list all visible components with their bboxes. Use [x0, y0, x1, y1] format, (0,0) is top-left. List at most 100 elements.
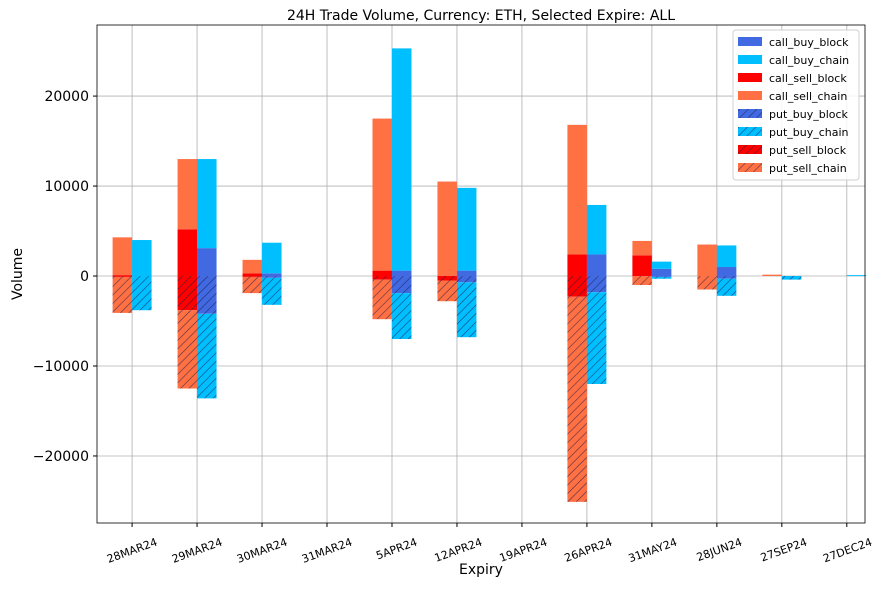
legend-swatch-call-sell-block — [738, 73, 762, 82]
legend-swatch-call-buy-block — [738, 37, 762, 46]
y-axis-label: Volume — [10, 248, 26, 300]
bar-put-buy-block — [651, 276, 672, 277]
bar-call-sell-chain — [632, 240, 652, 256]
bars — [112, 48, 867, 502]
bar-put-sell-block — [112, 276, 133, 277]
bar-put-buy-block — [716, 276, 737, 279]
bar-put-buy-chain — [456, 282, 477, 338]
bar-put-sell-block — [437, 276, 457, 281]
legend: call_buy_block call_buy_chain call_sell_bl… — [732, 29, 860, 181]
bar-call-sell-chain — [697, 244, 717, 277]
bar-put-sell-chain — [112, 276, 133, 313]
bar-call-sell-block — [632, 255, 652, 277]
x-tick-label: 30MAR24 — [235, 536, 289, 566]
bar-call-sell-chain — [242, 259, 263, 274]
x-tick-label: 26APR24 — [563, 536, 614, 565]
bar-put-sell-block — [372, 276, 392, 280]
legend-label: call_buy_chain — [769, 54, 849, 67]
bar-call-sell-chain — [177, 159, 198, 230]
bar-put-sell-chain — [372, 279, 392, 320]
bar-put-buy-block — [391, 276, 412, 294]
y-tick-label: 20000 — [44, 89, 89, 105]
bar-call-buy-chain — [132, 240, 152, 277]
bar-call-buy-chain — [456, 187, 477, 271]
bar-call-buy-block — [262, 273, 282, 277]
y-axis-ticks: −20000 −10000 0 10000 20000 — [33, 89, 97, 465]
bar-call-buy-block — [651, 268, 672, 277]
bar-put-sell-chain — [177, 310, 198, 389]
x-tick-label: 28JUN24 — [695, 536, 744, 564]
bar-call-buy-chain — [197, 159, 217, 249]
bar-put-buy-block — [197, 276, 217, 314]
bar-call-buy-chain — [716, 245, 737, 268]
bar-call-buy-chain — [651, 261, 672, 269]
bar-put-buy-chain — [586, 292, 607, 384]
legend-swatch-put-sell-chain — [738, 163, 762, 172]
legend-label: put_buy_block — [769, 108, 849, 121]
bar-put-buy-chain — [651, 276, 672, 279]
x-tick-label: 27SEP24 — [759, 536, 809, 565]
x-axis-ticks: 28MAR24 29MAR24 30MAR24 31MAR24 5APR24 12APR2… — [105, 523, 874, 566]
legend-swatch-call-sell-chain — [738, 91, 762, 100]
y-tick-label: 10000 — [44, 179, 89, 195]
bar-put-sell-block — [177, 276, 198, 311]
bar-call-buy-block — [391, 270, 412, 277]
bar-put-sell-chain — [242, 276, 263, 294]
bar-call-sell-chain — [567, 124, 587, 255]
y-tick-label: 0 — [80, 269, 89, 285]
bar-put-sell-chain — [567, 296, 587, 502]
bar-call-sell-block — [567, 254, 587, 277]
bar-call-sell-chain — [112, 237, 133, 276]
legend-label: put_sell_chain — [769, 162, 847, 175]
x-tick-label: 29MAR24 — [170, 536, 224, 566]
legend-label: call_buy_block — [769, 36, 849, 49]
bar-put-buy-chain — [781, 276, 802, 280]
bar-call-buy-chain — [586, 204, 607, 255]
bar-put-buy-chain — [716, 278, 737, 296]
bar-call-sell-chain — [437, 181, 457, 277]
bar-put-sell-block — [242, 276, 263, 277]
bar-call-sell-chain — [372, 118, 392, 271]
x-tick-label: 19APR24 — [498, 536, 549, 565]
legend-swatch-call-buy-chain — [738, 55, 762, 64]
bar-put-sell-chain — [632, 276, 652, 286]
x-tick-label: 5APR24 — [374, 536, 419, 563]
bar-put-buy-block — [456, 276, 477, 283]
legend-swatch-put-buy-chain — [738, 127, 762, 136]
x-tick-label: 27DEC24 — [821, 536, 873, 566]
chart-title: 24H Trade Volume, Currency: ETH, Selecte… — [287, 8, 675, 24]
legend-swatch-put-sell-block — [738, 145, 762, 154]
bar-call-buy-chain — [262, 242, 282, 274]
y-tick-label: −10000 — [33, 359, 89, 375]
bar-call-sell-block — [242, 273, 263, 277]
bar-call-sell-block — [112, 275, 133, 277]
y-tick-label: −20000 — [33, 449, 89, 465]
bar-put-buy-chain — [132, 276, 152, 311]
bar-call-sell-block — [372, 270, 392, 277]
bar-call-buy-block — [197, 248, 217, 277]
bar-call-buy-block — [586, 254, 607, 277]
x-tick-label: 31MAY24 — [627, 536, 679, 566]
bar-call-sell-block — [177, 229, 198, 277]
x-tick-label: 12APR24 — [433, 536, 484, 565]
legend-label: put_sell_block — [769, 144, 847, 157]
x-axis-label: Expiry — [459, 562, 503, 578]
bar-put-buy-chain — [197, 313, 217, 399]
bar-call-buy-chain — [846, 275, 867, 277]
x-tick-label: 31MAR24 — [300, 536, 354, 566]
legend-label: call_sell_block — [769, 72, 847, 85]
bar-put-buy-chain — [262, 277, 282, 305]
bar-put-sell-block — [567, 276, 587, 297]
bar-put-sell-chain — [437, 280, 457, 302]
legend-label: put_buy_chain — [769, 126, 849, 139]
bar-put-buy-block — [262, 276, 282, 278]
bar-put-buy-block — [586, 276, 607, 293]
bar-call-buy-block — [456, 270, 477, 277]
bar-put-buy-chain — [391, 293, 412, 340]
bar-call-sell-chain — [762, 274, 782, 277]
legend-box — [732, 29, 860, 181]
bar-call-buy-block — [716, 267, 737, 277]
legend-swatch-put-buy-block — [738, 109, 762, 118]
legend-label: call_sell_chain — [769, 90, 847, 103]
